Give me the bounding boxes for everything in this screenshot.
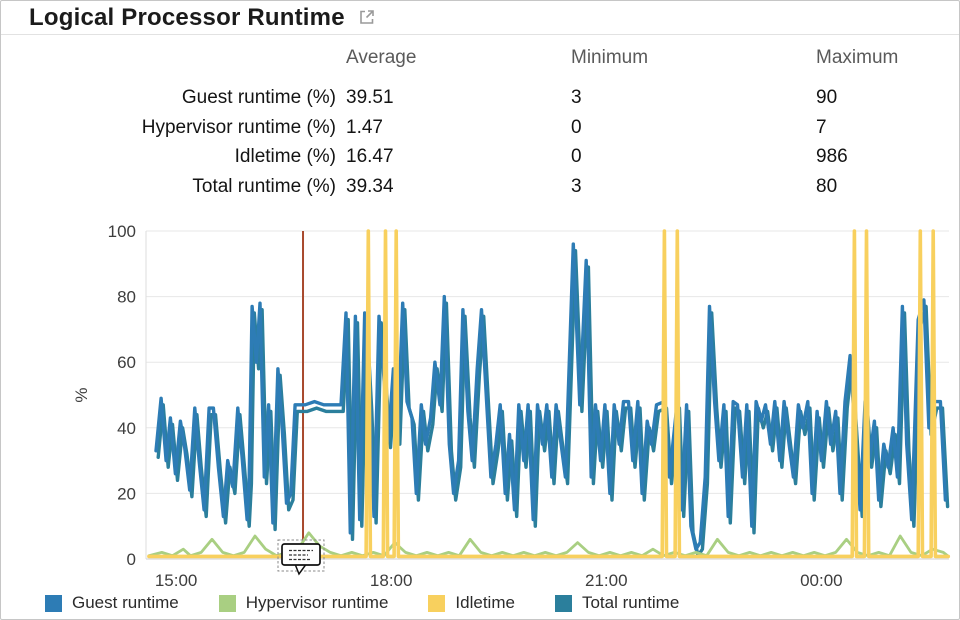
- guest-runtime-minimum: 3: [571, 87, 582, 108]
- page-title: Logical Processor Runtime: [29, 3, 345, 31]
- column-header-average: Average: [346, 47, 417, 68]
- chart-canvas[interactable]: 0 20 40 60 80 100 15:00 18:00 21:00 00:00%: [1, 213, 959, 591]
- total-runtime-minimum: 3: [571, 175, 582, 197]
- idletime-maximum: 986: [816, 146, 848, 167]
- svg-text:20: 20: [117, 484, 136, 503]
- legend-item-guest-runtime[interactable]: Guest runtime: [45, 593, 179, 613]
- idletime-swatch: [428, 594, 446, 612]
- total-runtime-maximum: 80: [816, 175, 838, 197]
- svg-text:15:00: 15:00: [155, 571, 198, 590]
- svg-text:00:00: 00:00: [800, 571, 843, 590]
- svg-text:18:00: 18:00: [370, 571, 413, 590]
- stats-rows: Guest runtime (%) 39.51 3 90 Hypervisor …: [1, 83, 959, 201]
- guest-runtime-maximum: 90: [816, 87, 838, 108]
- svg-text:40: 40: [117, 419, 136, 438]
- legend-label: Total runtime: [581, 593, 680, 612]
- column-header-minimum: Minimum: [571, 47, 649, 68]
- svg-text:100: 100: [108, 222, 136, 241]
- runtime-chart[interactable]: 0 20 40 60 80 100 15:00 18:00 21:00 00:00%: [1, 213, 959, 596]
- row-label-guest-runtime: Guest runtime (%): [181, 87, 336, 108]
- legend-label: Guest runtime: [72, 593, 179, 612]
- chart-legend: Guest runtime Hypervisor runtime Idletim…: [45, 593, 679, 613]
- row-label-hypervisor-runtime: Hypervisor runtime (%): [141, 116, 336, 138]
- panel-header: Logical Processor Runtime: [1, 1, 959, 35]
- hypervisor-runtime-average: 1.47: [346, 116, 383, 138]
- total-runtime-average: 39.34: [346, 175, 394, 197]
- legend-item-hypervisor-runtime[interactable]: Hypervisor runtime: [218, 593, 389, 613]
- row-label-total-runtime: Total runtime (%): [192, 175, 336, 197]
- guest-runtime-swatch: [45, 594, 62, 612]
- svg-text:0: 0: [127, 550, 136, 569]
- stats-header-row: Average Minimum Maximum: [1, 45, 959, 71]
- guest-runtime-average: 39.51: [346, 87, 394, 108]
- column-header-maximum: Maximum: [816, 47, 899, 68]
- legend-item-idletime[interactable]: Idletime: [428, 593, 515, 613]
- total-runtime-swatch: [554, 594, 572, 612]
- idletime-average: 16.47: [346, 146, 394, 167]
- hypervisor-runtime-maximum: 7: [816, 116, 827, 138]
- legend-item-total-runtime[interactable]: Total runtime: [554, 593, 680, 613]
- row-label-idletime: Idletime (%): [234, 146, 336, 167]
- svg-text:80: 80: [117, 288, 136, 307]
- runtime-stats-table: Average Minimum Maximum Guest runtime (%…: [1, 45, 959, 201]
- idletime-minimum: 0: [571, 146, 582, 167]
- external-link-icon[interactable]: [357, 7, 377, 27]
- svg-text:21:00: 21:00: [585, 571, 628, 590]
- legend-label: Hypervisor runtime: [245, 593, 389, 612]
- hypervisor-runtime-swatch: [218, 594, 236, 612]
- legend-label: Idletime: [455, 593, 515, 612]
- svg-text:%: %: [72, 387, 91, 402]
- chart-series-lines: [147, 229, 951, 559]
- chart-grid-and-axes: 0 20 40 60 80 100 15:00 18:00 21:00 00:00%: [72, 222, 949, 590]
- comment-annotation-icon[interactable]: [277, 539, 325, 576]
- hypervisor-runtime-minimum: 0: [571, 116, 582, 138]
- svg-text:60: 60: [117, 353, 136, 372]
